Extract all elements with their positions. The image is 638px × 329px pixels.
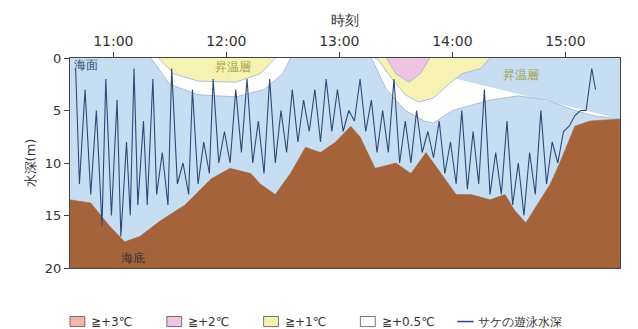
svg-text:≧+3℃: ≧+3℃ [91,315,132,329]
svg-text:≧+2℃: ≧+2℃ [188,315,229,329]
svg-text:13:00: 13:00 [319,33,359,49]
svg-text:15: 15 [45,208,62,223]
svg-text:海面: 海面 [74,58,98,72]
svg-text:昇温層: 昇温層 [215,60,251,74]
svg-text:11:00: 11:00 [93,33,133,49]
svg-text:20: 20 [45,261,62,276]
svg-text:12:00: 12:00 [206,33,246,49]
svg-text:水深(m): 水深(m) [23,139,38,188]
svg-text:10: 10 [45,156,62,171]
svg-text:≧+1℃: ≧+1℃ [285,315,326,329]
svg-text:昇温層: 昇温層 [503,68,539,82]
svg-text:サケの遊泳水深: サケの遊泳水深 [478,315,562,329]
svg-text:≧+0.5℃: ≧+0.5℃ [382,315,435,329]
svg-text:海底: 海底 [121,251,145,265]
svg-text:時刻: 時刻 [331,12,359,28]
svg-text:14:00: 14:00 [432,33,472,49]
svg-text:5: 5 [53,103,61,118]
svg-text:15:00: 15:00 [545,33,585,49]
svg-text:0: 0 [53,51,61,66]
